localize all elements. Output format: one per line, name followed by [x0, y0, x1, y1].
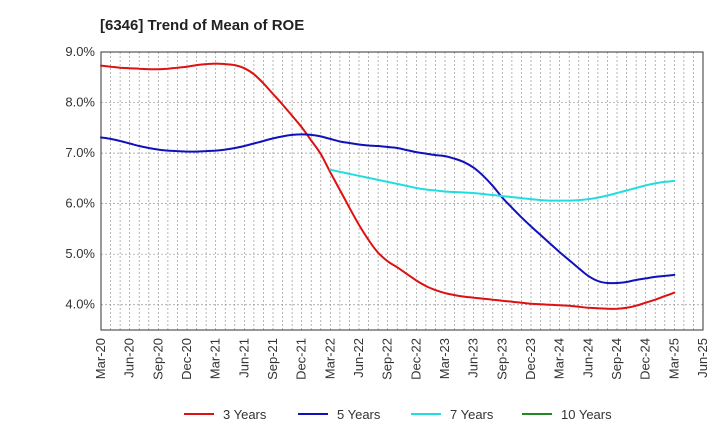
x-tick-label: Mar-21	[208, 338, 223, 379]
x-tick-label: Dec-23	[523, 338, 538, 380]
y-tick-label: 8.0%	[65, 95, 95, 110]
series-lines	[100, 62, 676, 310]
x-axis: Mar-20 Jun-20 Sep-20 Dec-20 Mar-21 Jun-21 Sep-…	[93, 338, 710, 380]
x-tick-label: Mar-24	[552, 338, 567, 379]
y-tick-label: 4.0%	[65, 297, 95, 312]
y-tick-label: 5.0%	[65, 246, 95, 261]
x-tick-label: Mar-22	[322, 338, 337, 379]
series-line-3-years	[100, 62, 676, 310]
y-tick-label: 7.0%	[65, 145, 95, 160]
x-tick-label: Dec-24	[638, 338, 653, 380]
chart-title: [6346] Trend of Mean of ROE	[100, 17, 304, 34]
x-tick-label: Dec-22	[408, 338, 423, 380]
x-tick-label: Sep-24	[609, 338, 624, 380]
y-axis: 4.0% 5.0% 6.0% 7.0% 8.0% 9.0%	[65, 44, 95, 312]
legend: 3 Years 5 Years 7 Years 10 Years	[184, 407, 612, 422]
x-tick-label: Jun-22	[351, 338, 366, 378]
series-line-5-years	[100, 133, 676, 285]
x-tick-label: Jun-24	[580, 338, 595, 378]
x-tick-label: Sep-20	[150, 338, 165, 380]
grid	[101, 51, 703, 330]
y-tick-label: 6.0%	[65, 196, 95, 211]
x-tick-label: Dec-20	[179, 338, 194, 380]
plot-area	[100, 51, 704, 331]
x-tick-label: Mar-20	[93, 338, 108, 379]
x-tick-label: Jun-21	[236, 338, 251, 378]
legend-label: 7 Years	[450, 407, 494, 422]
x-tick-label: Jun-23	[466, 338, 481, 378]
x-tick-label: Jun-20	[122, 338, 137, 378]
x-tick-label: Sep-22	[380, 338, 395, 380]
x-tick-label: Mar-25	[666, 338, 681, 379]
x-tick-label: Sep-21	[265, 338, 280, 380]
legend-label: 3 Years	[223, 407, 267, 422]
y-tick-label: 9.0%	[65, 44, 95, 59]
series-line-7-years	[329, 168, 676, 202]
legend-label: 10 Years	[561, 407, 612, 422]
x-tick-label: Jun-25	[695, 338, 710, 378]
legend-label: 5 Years	[337, 407, 381, 422]
x-tick-label: Dec-21	[294, 338, 309, 380]
x-tick-label: Mar-23	[437, 338, 452, 379]
x-tick-label: Sep-23	[494, 338, 509, 380]
